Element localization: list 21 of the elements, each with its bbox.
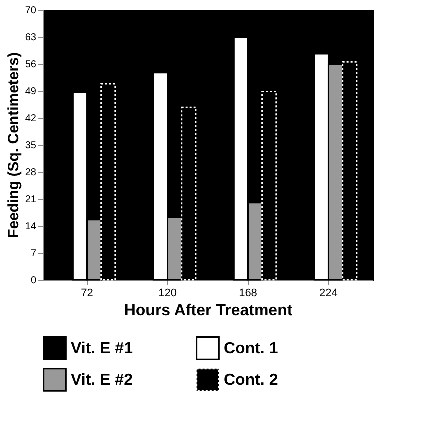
y-tick-label: 42 xyxy=(25,114,37,124)
x-tick-label: 224 xyxy=(320,288,338,300)
y-tick-label: 0 xyxy=(30,276,37,286)
y-tick-label: 63 xyxy=(25,32,37,44)
legend-label: Vit. E #1 xyxy=(71,340,134,358)
y-tick-label: 35 xyxy=(25,140,37,152)
legend-label: Cont. 2 xyxy=(224,372,278,389)
legend-label: Cont. 1 xyxy=(224,340,278,358)
y-tick-label: 7 xyxy=(30,248,37,260)
y-tick-label: 14 xyxy=(25,222,37,232)
y-tick-label: 56 xyxy=(25,60,37,70)
y-tick-label: 28 xyxy=(25,168,37,178)
y-tick-label: 21 xyxy=(25,194,37,206)
y-tick-label: 49 xyxy=(25,86,37,98)
x-tick-label: 120 xyxy=(158,288,177,300)
y-axis-title: Feeding (Sq. Centimeters) xyxy=(5,52,22,238)
y-tick-label: 70 xyxy=(25,6,37,16)
legend-label: Vit. E #2 xyxy=(71,372,134,389)
x-axis-title: Hours After Treatment xyxy=(124,302,294,320)
x-tick-label: 168 xyxy=(239,288,258,300)
x-tick-label: 72 xyxy=(81,288,94,300)
